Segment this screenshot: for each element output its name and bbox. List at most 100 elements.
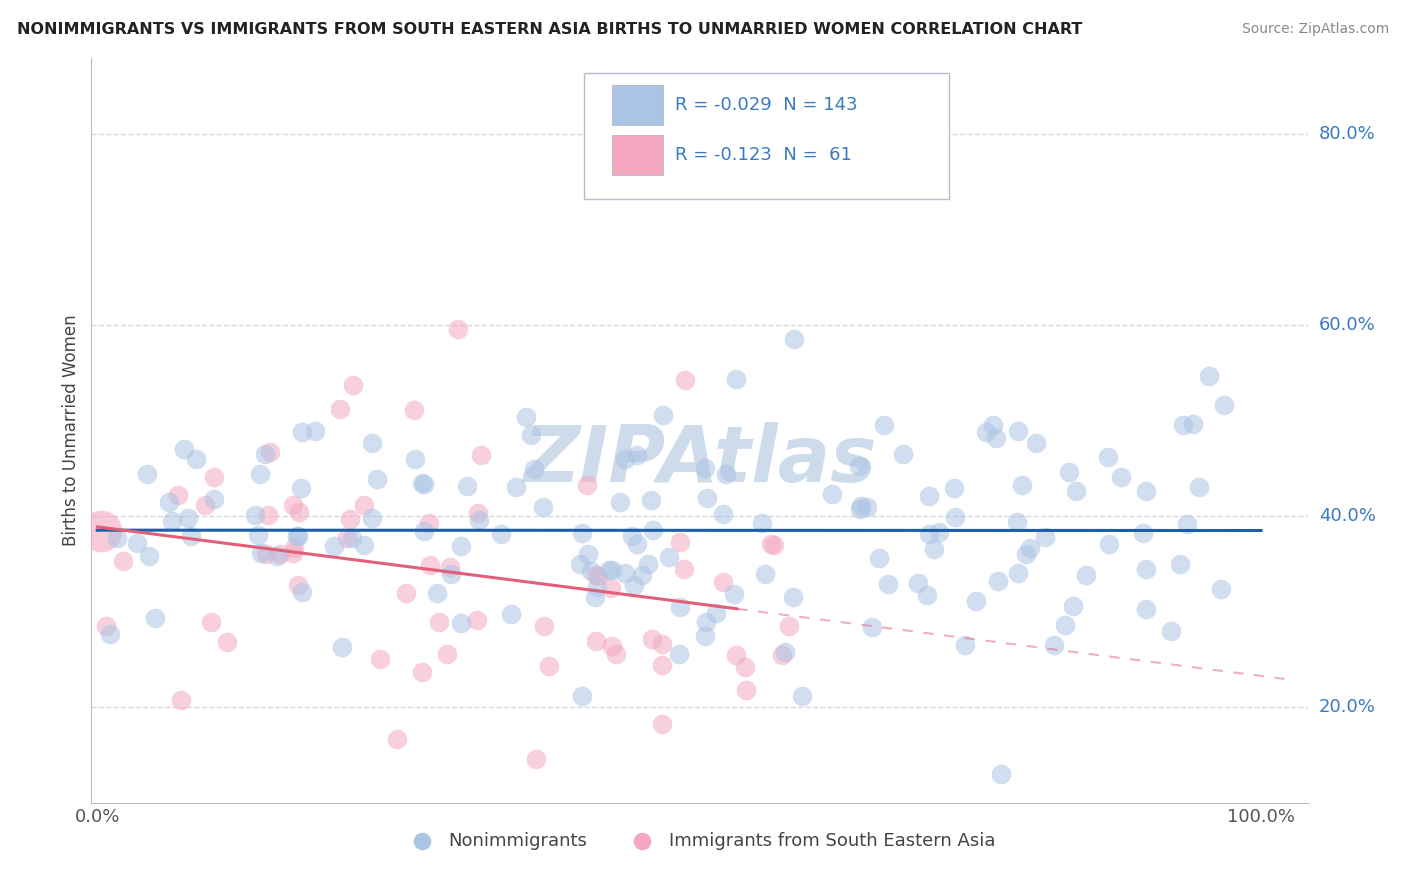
Point (450, 539, 472, 553)
Point (1057, 466, 1080, 480)
Point (456, 479, 478, 493)
Point (215, 634, 238, 648)
Point (1171, 418, 1194, 433)
Point (1168, 558, 1191, 572)
Point (695, 629, 717, 643)
Point (332, 640, 354, 655)
Point (1053, 618, 1076, 632)
Point (943, 481, 966, 495)
Point (419, 558, 441, 572)
Y-axis label: Births to Unmarried Women: Births to Unmarried Women (62, 315, 80, 546)
Point (614, 452, 637, 467)
Point (922, 541, 945, 556)
Point (1019, 541, 1042, 555)
Point (651, 657, 673, 672)
Point (515, 409, 537, 424)
Point (1005, 515, 1028, 529)
Point (194, 498, 217, 512)
Point (526, 751, 548, 765)
Point (651, 637, 673, 651)
Point (253, 447, 276, 461)
Point (928, 525, 950, 540)
Point (520, 428, 543, 442)
Point (1135, 484, 1157, 499)
Point (915, 588, 938, 602)
Point (94, 619, 117, 633)
Point (404, 403, 426, 417)
Point (291, 425, 314, 440)
Point (711, 508, 734, 522)
Point (1042, 639, 1064, 653)
Point (759, 537, 782, 551)
Point (439, 559, 461, 574)
Point (173, 442, 195, 457)
Point (127, 535, 149, 549)
Point (716, 467, 738, 482)
Point (447, 322, 470, 336)
Point (658, 550, 681, 565)
Text: NONIMMIGRANTS VS IMMIGRANTS FROM SOUTH EASTERN ASIA BIRTHS TO UNMARRIED WOMEN CO: NONIMMIGRANTS VS IMMIGRANTS FROM SOUTH E… (17, 22, 1083, 37)
Point (773, 645, 796, 659)
Point (1025, 435, 1047, 450)
Point (1011, 478, 1033, 492)
Point (468, 513, 491, 527)
Point (605, 648, 627, 662)
Point (404, 452, 426, 467)
Point (412, 477, 434, 491)
Point (856, 500, 879, 514)
Text: R = -0.029  N = 143: R = -0.029 N = 143 (675, 96, 858, 114)
Point (778, 619, 800, 633)
Point (505, 480, 527, 494)
Point (990, 767, 1012, 781)
Point (907, 576, 929, 591)
Point (754, 567, 776, 582)
FancyBboxPatch shape (612, 135, 664, 175)
Point (772, 648, 794, 662)
Point (256, 508, 278, 522)
Point (1035, 530, 1057, 544)
Point (623, 578, 645, 592)
Point (281, 498, 304, 512)
Point (100, 626, 122, 640)
Text: 80.0%: 80.0% (1319, 126, 1375, 144)
Point (538, 658, 561, 673)
Point (849, 500, 872, 514)
Point (243, 508, 266, 523)
Text: Source: ZipAtlas.com: Source: ZipAtlas.com (1241, 22, 1389, 37)
Point (335, 531, 357, 545)
Point (360, 436, 382, 450)
Point (782, 591, 804, 605)
Point (965, 594, 987, 608)
Point (342, 377, 364, 392)
Point (353, 498, 375, 512)
Point (254, 547, 277, 561)
Point (600, 639, 623, 653)
Point (353, 538, 375, 552)
Point (342, 531, 364, 545)
FancyBboxPatch shape (583, 73, 949, 200)
Point (1198, 368, 1220, 383)
Point (693, 460, 716, 475)
Point (368, 652, 391, 666)
Point (579, 564, 602, 578)
Point (427, 615, 450, 629)
Point (600, 581, 623, 595)
Point (891, 447, 914, 461)
Point (1135, 602, 1157, 616)
Point (724, 372, 747, 386)
Point (269, 547, 291, 561)
Point (1007, 566, 1029, 580)
Point (413, 524, 436, 539)
Point (200, 615, 222, 629)
Point (159, 495, 181, 509)
Point (465, 613, 488, 627)
Point (986, 431, 1008, 445)
Point (1076, 568, 1098, 582)
Point (167, 488, 190, 502)
Point (1014, 548, 1036, 562)
Point (943, 510, 966, 524)
Point (304, 424, 326, 438)
Point (1175, 516, 1198, 531)
Point (426, 585, 449, 599)
Point (821, 487, 844, 501)
